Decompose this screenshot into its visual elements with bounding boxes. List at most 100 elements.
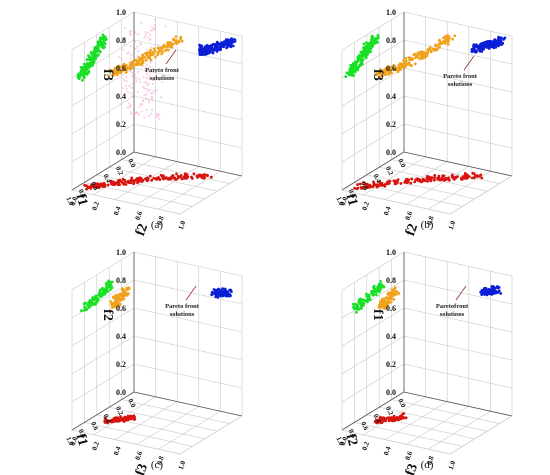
data-point-orange <box>154 55 157 59</box>
data-point-orange <box>436 47 439 51</box>
data-point-blue <box>202 48 206 51</box>
data-point-green <box>372 289 376 292</box>
x-tick-label: 0.2 <box>114 165 125 177</box>
shadow-point <box>147 82 150 85</box>
shadow-point <box>129 111 132 114</box>
data-point-green <box>83 308 87 311</box>
shadow-point <box>151 92 154 95</box>
data-point-green <box>99 288 102 292</box>
z-tick-label: 0.4 <box>386 92 396 101</box>
z-tick-label: 0.6 <box>116 64 126 73</box>
data-point-green <box>88 61 92 65</box>
data-point-red <box>114 416 118 419</box>
data-point-blue <box>224 39 228 43</box>
y-tick-label: 0.8 <box>425 215 436 226</box>
shadow-point <box>133 112 136 115</box>
data-point-red <box>185 173 189 177</box>
data-point-orange <box>388 296 391 300</box>
data-point-red <box>119 417 123 421</box>
shadow-point <box>148 101 151 104</box>
shadow-point <box>154 18 157 21</box>
shadow-point <box>150 108 153 111</box>
x-axis-label: f1 <box>73 192 91 207</box>
data-point-red <box>148 174 152 178</box>
data-point-red <box>199 173 203 177</box>
shadow-point <box>118 55 121 58</box>
data-point-red <box>122 182 126 186</box>
shadow-point <box>120 63 123 66</box>
data-point-blue <box>202 50 206 54</box>
y-tick-label: 0.4 <box>112 205 123 216</box>
data-point-red <box>116 183 120 187</box>
data-point-orange <box>382 297 386 301</box>
data-point-blue <box>486 45 490 49</box>
data-point-green <box>362 302 366 305</box>
data-point-red <box>409 181 413 185</box>
grid-line <box>391 159 500 184</box>
data-point-red <box>175 172 178 176</box>
data-point-orange <box>174 39 178 42</box>
data-point-orange <box>385 297 389 300</box>
data-point-red <box>378 181 382 185</box>
data-point-orange <box>438 45 441 49</box>
annotation-line: Pareto front <box>443 73 478 80</box>
data-point-orange <box>118 302 122 306</box>
x-tick-label: 1.0 <box>64 195 75 207</box>
shadow-point <box>137 113 140 116</box>
shadow-point <box>145 81 148 84</box>
data-point-blue <box>205 51 209 55</box>
grid-line <box>179 415 243 455</box>
data-point-orange <box>113 303 117 307</box>
panel-3: 0.00.20.40.60.81.00.00.20.40.60.81.00.0 0… <box>64 248 243 475</box>
data-point-red <box>93 185 97 189</box>
shadow-point <box>121 87 124 90</box>
data-point-red <box>433 174 437 177</box>
data-point-red <box>424 179 427 183</box>
x-axis-label: f2 <box>343 432 361 447</box>
data-point-red <box>399 182 403 185</box>
data-point-orange <box>398 66 401 70</box>
data-point-orange <box>151 53 155 56</box>
grid-line <box>71 335 135 375</box>
shadow-point <box>148 39 151 42</box>
data-point-blue <box>471 48 475 51</box>
annotation-label: Pareto front solutions <box>443 73 478 88</box>
shadow-point <box>129 32 132 35</box>
data-point-blue <box>214 43 218 47</box>
grid-line <box>71 95 135 135</box>
data-point-blue <box>493 290 497 294</box>
data-point-red <box>136 177 139 180</box>
shadow-point <box>125 75 128 78</box>
x-tick-label: 0.8 <box>347 188 358 200</box>
data-point-orange <box>389 300 393 304</box>
shadow-point <box>149 38 152 41</box>
data-point-red <box>381 418 384 422</box>
x-tick-label: 0.0 <box>126 397 137 409</box>
data-point-red <box>447 178 451 182</box>
data-point-red <box>129 178 133 182</box>
data-point-blue <box>211 51 215 55</box>
data-point-green <box>363 47 366 50</box>
data-point-red <box>364 184 368 188</box>
data-point-red <box>190 175 193 179</box>
grid-line <box>96 174 205 200</box>
y-tick-label: 0.8 <box>155 455 166 466</box>
annotation-label: Pareto front solutions <box>165 303 200 318</box>
data-point-green <box>368 297 371 300</box>
y-tick-label: 0.0 <box>69 195 80 206</box>
data-point-orange <box>414 56 417 60</box>
grid-line <box>341 279 405 319</box>
shadow-point <box>155 89 158 92</box>
shadow-point <box>125 79 128 82</box>
shadow-point <box>124 85 127 88</box>
shadow-point <box>164 25 167 28</box>
y-tick-label: 1.0 <box>447 459 458 470</box>
data-point-green <box>87 306 91 309</box>
data-point-red <box>132 418 136 421</box>
data-point-orange <box>117 64 121 68</box>
data-point-red <box>86 186 90 190</box>
shadow-point <box>151 67 154 70</box>
shadow-point <box>144 69 147 72</box>
y-tick-label: 0.2 <box>360 440 371 451</box>
data-point-orange <box>397 292 401 295</box>
